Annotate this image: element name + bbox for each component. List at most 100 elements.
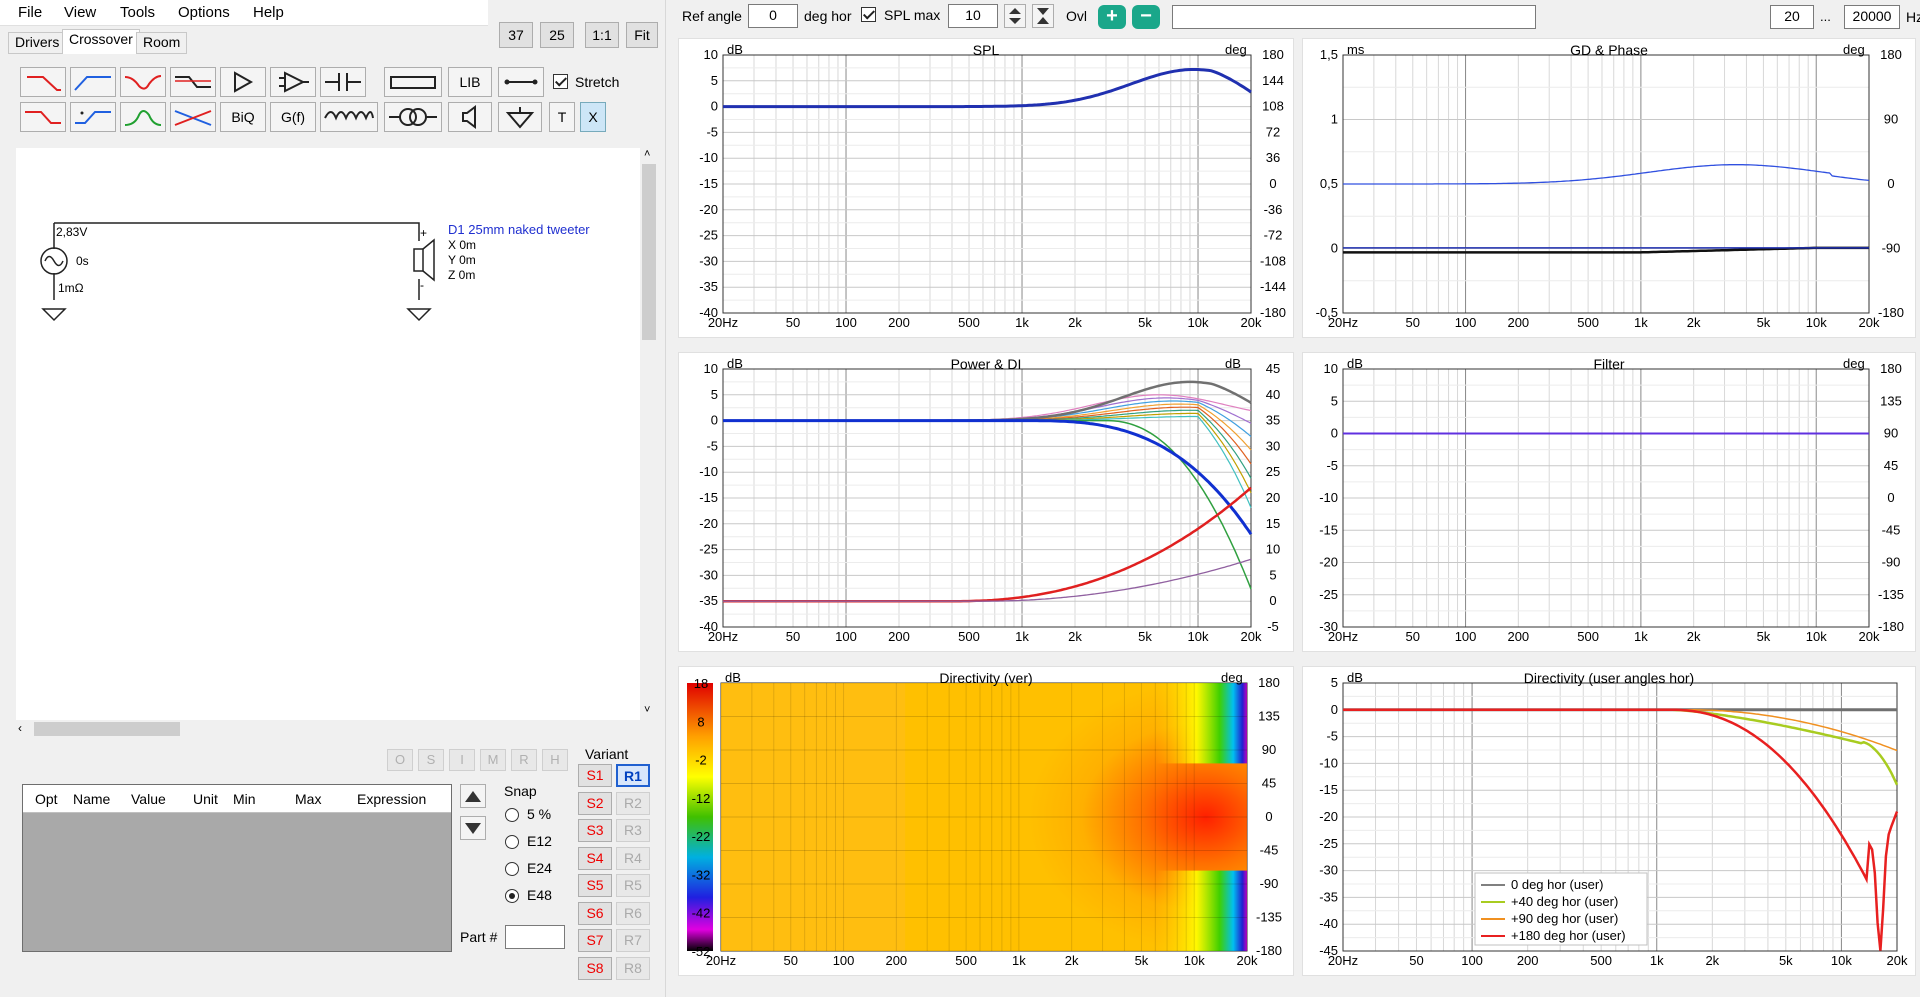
lowpass-shelf-red-icon[interactable]	[20, 102, 66, 132]
crossover-pair-icon[interactable]	[170, 102, 216, 132]
variant-s5-button[interactable]: S5	[578, 874, 612, 897]
ovl-label: Ovl	[1066, 8, 1087, 24]
opt-button-s[interactable]: S	[418, 749, 444, 771]
tab-crossover[interactable]: Crossover	[62, 29, 140, 54]
power-di-graph[interactable]: 20Hz 50 100 200 500 1k 2k 5k 10k 20k 10 5 0 -5 -10 -15-…	[678, 352, 1294, 652]
variant-r1-button[interactable]: R1	[616, 764, 650, 787]
variant-s2-button[interactable]: S2	[578, 791, 612, 815]
text-button[interactable]: T	[549, 102, 575, 132]
speaker-icon[interactable]	[448, 102, 492, 132]
variant-r5-button[interactable]: R5	[616, 874, 650, 897]
variant-r2-button[interactable]: R2	[616, 791, 650, 815]
scroll-left-icon[interactable]: ‹	[18, 721, 22, 735]
variant-s7-button[interactable]: S7	[578, 929, 612, 952]
ground-icon[interactable]	[498, 102, 542, 132]
zoom-1to1-button[interactable]: 1:1	[585, 22, 619, 48]
capacitor-icon[interactable]	[320, 67, 366, 97]
opt-button-m[interactable]: M	[480, 749, 506, 771]
variant-r8-button[interactable]: R8	[616, 956, 650, 980]
move-down-button[interactable]	[460, 816, 486, 840]
directivity-hor-graph[interactable]: 20Hz 50 100 200 500 1k 2k 5k 10k 20k 5 0 -5 -10 -15 -20…	[1302, 666, 1916, 976]
scroll-down-icon[interactable]: ˅	[644, 704, 651, 716]
x-button[interactable]: X	[580, 102, 606, 132]
variant-r7-button[interactable]: R7	[616, 929, 650, 952]
schematic-canvas[interactable]: 2,83V 0s 1mΩ + - D1 25mm naked tweeter X…	[16, 148, 644, 720]
lowpass-red-icon[interactable]	[20, 67, 66, 97]
variant-s6-button[interactable]: S6	[578, 901, 612, 925]
directivity-ver-graph[interactable]: 20Hz 50 100 200 500 1k 2k 5k 10k 20k 180 135 90 45 0 -4…	[678, 666, 1294, 976]
variant-s4-button[interactable]: S4	[578, 846, 612, 870]
variant-r4-button[interactable]: R4	[616, 846, 650, 870]
opamp-icon[interactable]	[270, 67, 316, 97]
wire-icon[interactable]	[498, 67, 544, 97]
snap-e48-radio[interactable]	[505, 889, 519, 903]
menu-options[interactable]: Options	[178, 4, 230, 21]
library-button[interactable]: LIB	[448, 67, 492, 97]
overlay-remove-icon[interactable]: −	[1132, 5, 1160, 29]
overlay-add-icon[interactable]: +	[1098, 5, 1126, 29]
gf-button[interactable]: G(f)	[270, 102, 316, 132]
col-max[interactable]: Max	[295, 791, 322, 807]
zoom-37-button[interactable]: 37	[499, 22, 533, 48]
snap-e12-radio[interactable]	[505, 835, 519, 849]
col-unit[interactable]: Unit	[193, 791, 218, 807]
zoom-fit-button[interactable]: Fit	[626, 22, 658, 48]
menu-file[interactable]: File	[18, 4, 43, 21]
shelf-icon[interactable]	[170, 67, 216, 97]
spl-max-input[interactable]: 10	[948, 4, 998, 28]
biquad-button[interactable]: BiQ	[220, 102, 266, 132]
ref-angle-input[interactable]: 0	[748, 4, 798, 28]
spl-max-checkbox[interactable]	[861, 7, 876, 22]
notch-red-icon[interactable]	[120, 67, 166, 97]
opt-button-h[interactable]: H	[542, 749, 568, 771]
amplifier-icon[interactable]	[220, 67, 266, 97]
parameter-table[interactable]: Opt Name Value Unit Min Max Expression	[22, 784, 452, 952]
menu-tools[interactable]: Tools	[120, 4, 156, 21]
freq-max-input[interactable]: 20000	[1844, 5, 1900, 29]
variant-s1-button[interactable]: S1	[578, 764, 612, 787]
col-name[interactable]: Name	[73, 791, 111, 807]
opt-button-o[interactable]: O	[387, 749, 413, 771]
vertical-scroll-thumb[interactable]	[642, 164, 656, 340]
variant-r3-button[interactable]: R3	[616, 819, 650, 842]
vertical-scrollbar[interactable]: ˄ ˅	[640, 148, 658, 720]
move-up-button[interactable]	[460, 784, 486, 808]
part-input[interactable]	[505, 925, 565, 949]
stretch-checkbox[interactable]	[553, 74, 568, 89]
driver-name[interactable]: D1 25mm naked tweeter	[448, 222, 590, 237]
highpass-blue-icon[interactable]	[70, 67, 116, 97]
zoom-25-button[interactable]: 25	[540, 22, 574, 48]
highpass-shelf-blue-icon[interactable]	[70, 102, 116, 132]
freq-min-input[interactable]: 20	[1770, 5, 1814, 29]
gd-phase-graph[interactable]: 20Hz 50 100 200 500 1k 2k 5k 10k 20k 1,5 1 0,5 0 -0,5 1…	[1302, 38, 1916, 338]
filter-graph[interactable]: 20Hz 50 100 200 500 1k 2k 5k 10k 20k 10 5 0 -5 -10 -15-…	[1302, 352, 1916, 652]
col-opt[interactable]: Opt	[35, 791, 58, 807]
opt-button-i[interactable]: I	[449, 749, 475, 771]
opt-button-r[interactable]: R	[511, 749, 537, 771]
variant-s8-button[interactable]: S8	[578, 956, 612, 980]
right-tick-label: -36	[1264, 202, 1283, 217]
menu-view[interactable]: View	[64, 4, 97, 21]
tab-drivers[interactable]: Drivers	[8, 32, 67, 54]
bandpass-green-icon[interactable]	[120, 102, 166, 132]
col-min[interactable]: Min	[233, 791, 256, 807]
tab-room[interactable]: Room	[136, 32, 188, 54]
spl-collapse-icon[interactable]	[1032, 4, 1054, 28]
snap-5pct-radio[interactable]	[505, 808, 519, 822]
snap-e24-radio[interactable]	[505, 862, 519, 876]
variant-s3-button[interactable]: S3	[578, 819, 612, 842]
overlay-input[interactable]	[1172, 5, 1536, 29]
resistor-icon[interactable]	[384, 67, 442, 97]
inductor-icon[interactable]	[320, 102, 378, 132]
col-value[interactable]: Value	[131, 791, 166, 807]
spl-spinner-icon[interactable]	[1004, 4, 1026, 28]
scroll-up-icon[interactable]: ˄	[644, 148, 651, 160]
phase-curve	[1343, 164, 1870, 185]
variant-r6-button[interactable]: R6	[616, 901, 650, 925]
horizontal-scrollbar[interactable]: ‹	[16, 720, 644, 738]
col-expression[interactable]: Expression	[357, 791, 427, 807]
horizontal-scroll-thumb[interactable]	[34, 722, 180, 736]
menu-help[interactable]: Help	[253, 4, 284, 21]
spl-graph[interactable]: 20Hz 50 100 200 500 1k 2k 5k 10k 20k 10 5 0 -5 -10 -15-…	[678, 38, 1294, 338]
transformer-icon[interactable]	[384, 102, 442, 132]
